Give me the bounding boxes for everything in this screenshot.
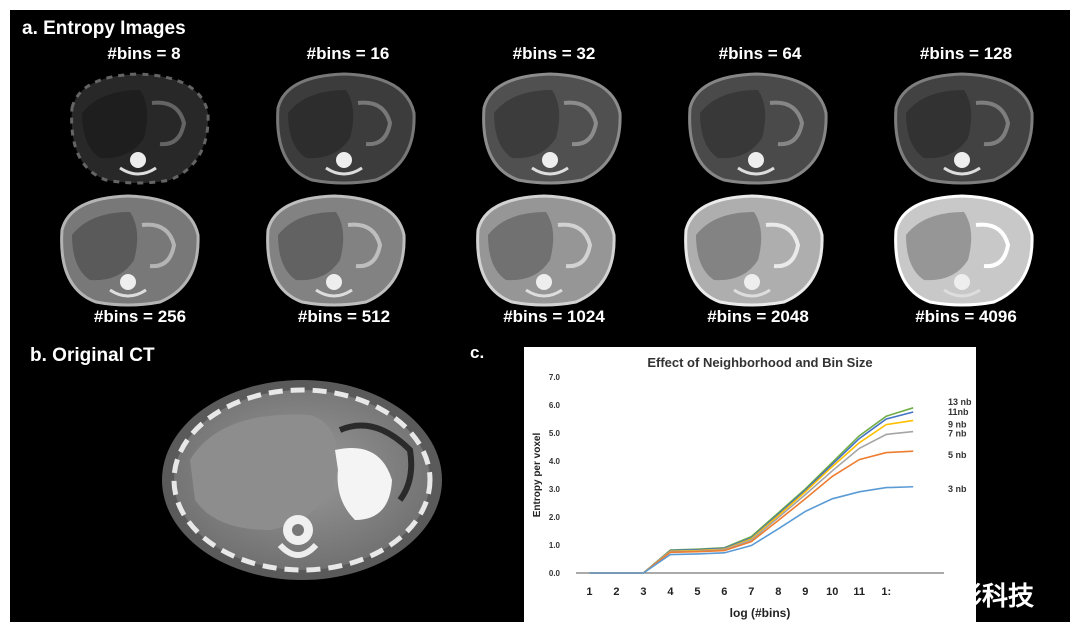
entropy-slice-32 [482, 72, 622, 185]
x-axis-label: log (#bins) [730, 606, 791, 620]
series-label: 5 nb [948, 450, 967, 460]
bins-label: #bins = 512 [297, 307, 391, 326]
bins-label: #bins = 256 [93, 307, 187, 326]
series-label: 11nb [948, 407, 969, 417]
x-tick-label: 8 [775, 586, 781, 598]
y-tick-label: 2.0 [549, 513, 561, 522]
section-a-title: a. Entropy Images [22, 18, 186, 39]
entropy-slice-16 [276, 72, 416, 185]
x-tick-label: 5 [694, 586, 700, 598]
x-tick-label: 1 [586, 586, 592, 598]
x-tick-label: 1: [881, 586, 891, 598]
y-tick-label: 4.0 [549, 457, 561, 466]
bins-label: #bins = 4096 [915, 307, 1017, 326]
bins-label: #bins = 2048 [707, 307, 809, 326]
entropy-slice-8 [70, 72, 210, 185]
y-tick-label: 5.0 [549, 429, 561, 438]
x-tick-label: 10 [826, 586, 838, 598]
section-c-title: c. [470, 343, 485, 362]
y-tick-label: 1.0 [549, 541, 561, 550]
series-line [589, 419, 914, 574]
bins-label: #bins = 1024 [503, 307, 605, 326]
bins-label: #bins = 32 [512, 44, 596, 63]
x-tick-label: 9 [802, 586, 808, 598]
series-label: 3 nb [948, 484, 967, 494]
bins-label: #bins = 64 [718, 44, 802, 63]
wechat-icon [893, 583, 923, 605]
bins-label: #bins = 8 [107, 44, 181, 63]
bins-label: #bins = 128 [919, 44, 1013, 63]
series-label: 7 nb [948, 429, 967, 439]
x-tick-label: 3 [640, 586, 646, 598]
y-tick-label: 6.0 [549, 401, 561, 410]
series-line [589, 430, 914, 574]
original-ct-image [162, 380, 442, 580]
watermark-text: 思影科技 [929, 582, 1034, 612]
x-tick-label: 7 [748, 586, 754, 598]
x-tick-label: 4 [667, 586, 674, 598]
entropy-slice-1024 [476, 194, 616, 307]
series-line [589, 485, 914, 574]
series-label: 9 nb [948, 419, 967, 429]
bins-label: #bins = 16 [306, 44, 390, 63]
series-line [589, 450, 914, 574]
watermark: 思影科技 [893, 576, 1034, 613]
entropy-slice-4096 [894, 194, 1034, 307]
entropy-slice-64 [688, 72, 828, 185]
entropy-slice-2048 [684, 194, 824, 307]
section-b-title: b. Original CT [30, 345, 155, 366]
x-tick-label: 6 [721, 586, 727, 598]
entropy-slice-512 [266, 194, 406, 307]
x-tick-label: 2 [613, 586, 619, 598]
entropy-slice-128 [894, 72, 1034, 185]
y-tick-label: 3.0 [549, 485, 561, 494]
chart-title: Effect of Neighborhood and Bin Size [647, 355, 872, 370]
entropy-slice-256 [60, 194, 200, 307]
y-tick-label: 7.0 [549, 373, 561, 382]
series-label: 13 nb [948, 397, 972, 407]
y-axis-label: Entropy per voxel [532, 433, 543, 518]
figure-panel: a. Entropy Images b. Original CT c. #bin… [10, 10, 1070, 627]
entropy-line-chart: Effect of Neighborhood and Bin Size 0.0 1.… [524, 347, 976, 627]
y-tick-label: 0.0 [549, 569, 561, 578]
series-line [589, 411, 914, 574]
x-tick-label: 11 [853, 586, 865, 598]
